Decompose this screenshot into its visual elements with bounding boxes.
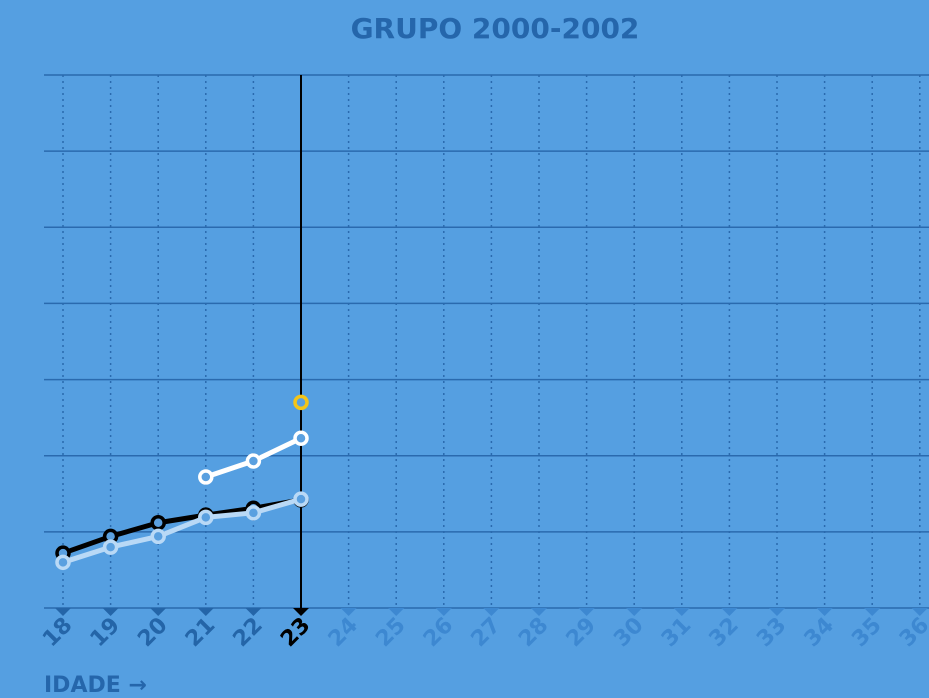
series-line <box>62 496 302 565</box>
x-tick-mark <box>626 608 643 616</box>
x-tick-mark <box>245 608 262 616</box>
x-tick-mark <box>769 608 785 616</box>
x-tick-mark <box>293 608 309 616</box>
x-tick-mark <box>531 608 547 616</box>
point <box>293 394 309 411</box>
point <box>245 453 262 469</box>
x-tick-mark <box>911 608 928 616</box>
x-tick-mark <box>673 608 690 616</box>
x-tick-mark <box>578 608 595 616</box>
point <box>198 509 214 526</box>
point <box>198 469 214 485</box>
point <box>150 528 166 545</box>
point <box>55 554 71 571</box>
x-tick-mark <box>150 608 167 616</box>
point <box>293 491 309 507</box>
x-tick-mark <box>435 608 452 616</box>
chart-title: GRUPO 2000-2002 <box>351 12 640 45</box>
point <box>102 539 119 555</box>
x-tick-mark <box>102 608 119 616</box>
x-tick-mark <box>721 608 738 616</box>
x-tick-mark <box>197 608 214 616</box>
point <box>293 430 309 446</box>
x-tick-mark <box>864 608 881 616</box>
x-axis-label: IDADE → <box>44 673 147 698</box>
x-tick-mark <box>55 608 71 616</box>
point <box>245 505 262 521</box>
point <box>150 514 166 531</box>
x-tick-mark <box>388 608 405 616</box>
x-tick-mark <box>483 608 500 616</box>
x-tick-mark <box>340 608 357 616</box>
series-line <box>62 497 302 556</box>
x-tick-mark <box>816 608 833 616</box>
